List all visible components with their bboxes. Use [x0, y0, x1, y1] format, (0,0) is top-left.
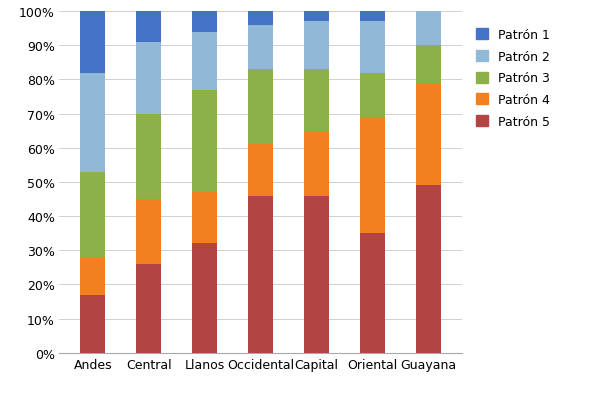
Bar — [80, 295, 105, 353]
Bar — [416, 186, 441, 353]
Bar — [304, 12, 329, 22]
Bar — [304, 22, 329, 70]
Legend: Patrón 1, Patrón 2, Patrón 3, Patrón 4, Patrón 5: Patrón 1, Patrón 2, Patrón 3, Patrón 4, … — [472, 25, 554, 132]
Bar — [80, 73, 105, 172]
Bar — [136, 12, 161, 43]
Bar — [136, 264, 161, 353]
Bar — [248, 196, 273, 353]
Bar — [192, 193, 217, 244]
Bar — [80, 12, 105, 73]
Bar — [248, 70, 273, 145]
Bar — [248, 26, 273, 70]
Bar — [248, 12, 273, 26]
Bar — [416, 12, 441, 46]
Bar — [80, 257, 105, 295]
Bar — [80, 172, 105, 257]
Bar — [416, 46, 441, 84]
Bar — [304, 196, 329, 353]
Bar — [304, 70, 329, 132]
Bar — [360, 22, 385, 73]
Bar — [192, 32, 217, 91]
Bar — [360, 233, 385, 353]
Bar — [304, 132, 329, 196]
Bar — [192, 12, 217, 32]
Bar — [136, 43, 161, 114]
Bar — [360, 118, 385, 233]
Bar — [360, 12, 385, 22]
Bar — [136, 199, 161, 264]
Bar — [360, 73, 385, 118]
Bar — [192, 244, 217, 353]
Bar — [192, 91, 217, 193]
Bar — [416, 84, 441, 186]
Bar — [248, 145, 273, 196]
Bar — [136, 114, 161, 200]
